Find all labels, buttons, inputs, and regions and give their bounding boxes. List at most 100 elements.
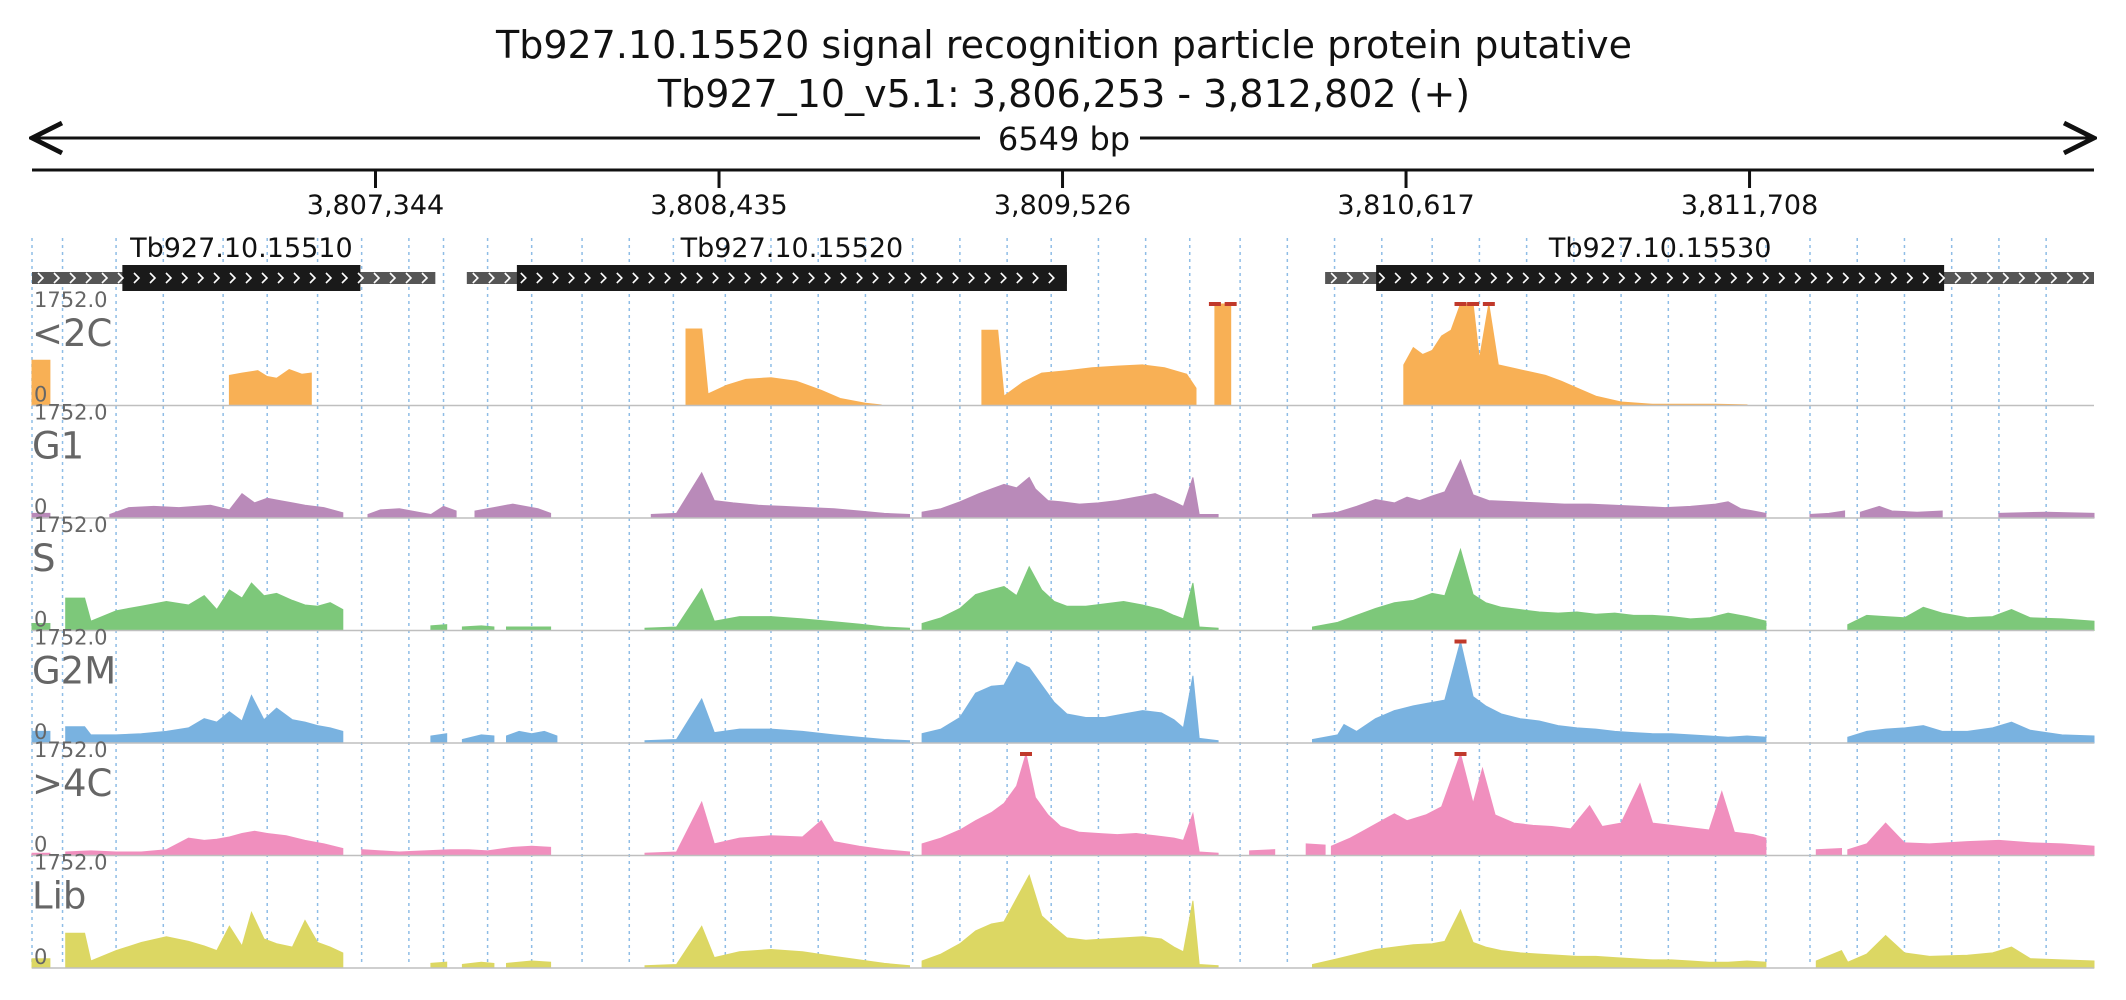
signal-area	[921, 565, 1219, 631]
signal-area	[1305, 843, 1326, 856]
signal-area	[367, 505, 457, 519]
track-max-label: 1752.0	[34, 626, 107, 650]
signal-area	[461, 734, 495, 744]
track-max-label: 1752.0	[34, 513, 107, 537]
strand-chevrons	[1330, 272, 2090, 284]
clip-marker	[1224, 302, 1237, 306]
signal-area	[1859, 505, 1943, 519]
ruler-tick-label: 3,809,526	[994, 190, 1131, 221]
ruler-tick-label: 3,810,617	[1337, 190, 1474, 221]
clip-marker	[1020, 752, 1033, 756]
clip-marker	[1208, 302, 1221, 306]
signal-area	[430, 733, 448, 744]
signal-area	[430, 961, 448, 969]
track-4c: 1752.0>4C 0	[31, 738, 2095, 857]
clip-marker	[1482, 302, 1495, 306]
signal-area	[650, 471, 910, 519]
signal-area	[1809, 510, 1846, 519]
track-max-label: 1752.0	[34, 738, 107, 762]
ruler-tick-label: 3,807,344	[307, 190, 444, 221]
track-s: 1752.0S 0	[31, 513, 2095, 632]
track-min-label: 0	[34, 383, 47, 407]
signal-area	[644, 800, 910, 856]
signal-area	[65, 582, 344, 631]
gene-cds	[516, 265, 1067, 291]
clip-marker	[1454, 639, 1467, 644]
gene-cds	[122, 265, 361, 291]
signal-area	[981, 329, 1197, 406]
signal-area	[644, 587, 910, 631]
signal-area	[228, 369, 312, 406]
signal-area	[461, 961, 495, 969]
ruler-tick-label: 3,811,708	[1681, 190, 1818, 221]
track-name: >4C	[32, 762, 112, 805]
track-max-label: 1752.0	[34, 401, 107, 425]
signal-area	[1312, 458, 1767, 519]
signal-area	[1847, 606, 2095, 631]
gene-cds	[1376, 265, 1945, 291]
signal-area	[1312, 547, 1767, 631]
signal-area	[1998, 511, 2095, 519]
track-2c: 1752.0<2C 0	[31, 288, 2094, 407]
signal-area	[1815, 934, 2095, 969]
gene-label: Tb927.10.15520	[680, 233, 904, 264]
track-name: G2M	[32, 650, 116, 693]
signal-area	[685, 328, 882, 406]
signal-area	[1330, 752, 1767, 856]
track-g1: 1752.0G1 0	[31, 401, 2095, 519]
signal-area	[644, 925, 910, 969]
signal-area	[1214, 303, 1232, 406]
signal-area	[1249, 849, 1276, 856]
signal-area	[921, 753, 1219, 856]
signal-area	[65, 910, 344, 969]
gene-track: Tb927.10.15510 Tb927.10.15520 Tb927.10.155…	[32, 233, 2094, 291]
signal-area	[644, 697, 910, 744]
gene-title: Tb927.10.15520 signal recognition partic…	[495, 23, 1632, 67]
signal-area	[65, 694, 344, 744]
clip-marker	[1454, 302, 1467, 306]
gene-label: Tb927.10.15530	[1548, 233, 1772, 264]
track-name: <2C	[32, 312, 112, 355]
signal-area	[921, 476, 1219, 519]
track-max-label: 1752.0	[34, 288, 107, 312]
signal-area	[361, 845, 552, 856]
signal-area	[474, 503, 552, 519]
span-indicator: 6549 bp	[32, 120, 2094, 158]
strand-chevrons	[472, 272, 1055, 284]
signal-area	[1847, 822, 2095, 856]
track-max-label: 1752.0	[34, 851, 107, 875]
signal-area	[109, 493, 344, 519]
span-label: 6549 bp	[998, 120, 1130, 158]
track-min-label: 0	[34, 720, 47, 744]
signal-area	[1312, 908, 1767, 969]
signal-area	[506, 960, 552, 969]
signal-area	[1403, 303, 1748, 406]
gene-label: Tb927.10.15510	[129, 233, 353, 264]
signal-area	[1312, 641, 1767, 744]
track-min-label: 0	[34, 495, 47, 519]
track-min-label: 0	[34, 608, 47, 632]
ruler-tick-label: 3,808,435	[650, 190, 787, 221]
clip-marker	[1454, 752, 1467, 756]
signal-area	[1847, 721, 2095, 744]
track-name: Lib	[32, 875, 86, 918]
track-name: S	[32, 537, 56, 580]
signal-area	[506, 730, 558, 744]
signal-area	[430, 624, 448, 631]
signal-area	[65, 830, 344, 856]
signal-area	[921, 661, 1219, 744]
locus-label: Tb927_10_v5.1: 3,806,253 - 3,812,802 (+)	[657, 72, 1470, 116]
track-min-label: 0	[34, 945, 47, 969]
coordinate-ruler: 3,807,344 3,808,435 3,809,526 3,810,617 3,81…	[32, 168, 2094, 221]
strand-chevrons	[37, 272, 429, 284]
clip-marker	[1467, 302, 1480, 306]
ruler-ticks: 3,807,344 3,808,435 3,809,526 3,810,617 3,81…	[307, 170, 1818, 221]
signal-area	[921, 874, 1219, 969]
track-name: G1	[32, 425, 84, 468]
track-min-label: 0	[34, 833, 47, 857]
signal-area	[1815, 847, 1842, 856]
signal-tracks: 1752.0<2C01752.0G101752.0S01752.0G2M0175…	[31, 288, 2095, 969]
